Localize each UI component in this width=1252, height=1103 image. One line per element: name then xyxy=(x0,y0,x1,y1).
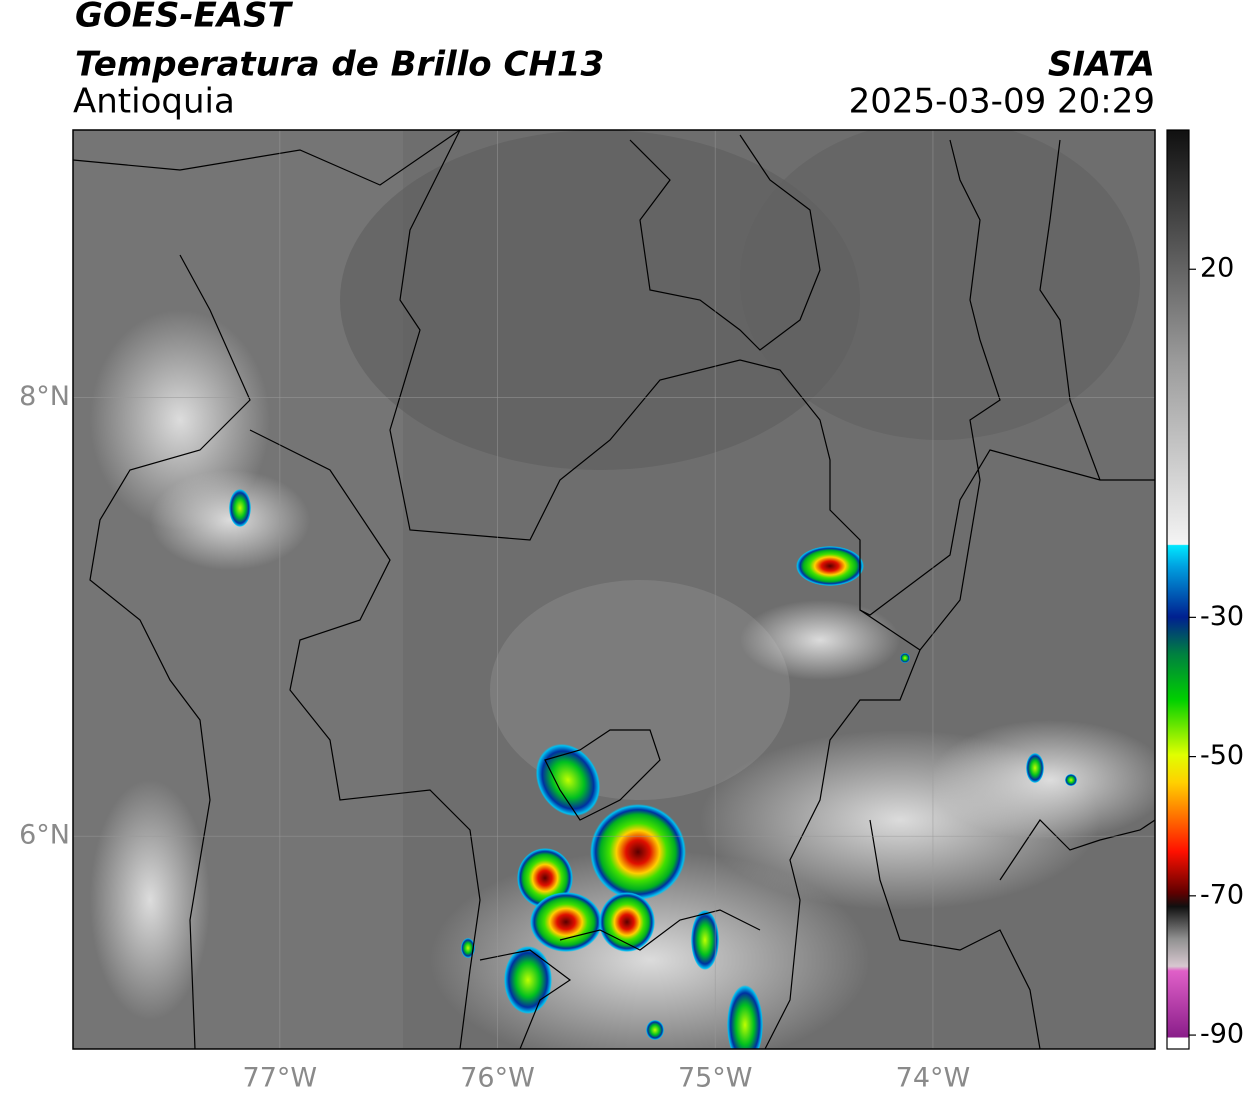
colorbar-tick-label: -90 xyxy=(1200,1019,1244,1050)
map-frame xyxy=(72,129,1156,1050)
subtitle: Temperatura de Brillo CH13 xyxy=(75,45,604,85)
map-image xyxy=(73,130,1155,1049)
lon-tick-label: 75°W xyxy=(678,1063,753,1094)
colorbar-tick-label: 20 xyxy=(1200,253,1234,284)
source: SIATA xyxy=(1048,45,1155,85)
colorbar xyxy=(1166,129,1190,1050)
colorbar-tick-label: -70 xyxy=(1200,879,1244,910)
lat-tick-label: 8°N xyxy=(19,381,70,412)
colorbar-tick-label: -30 xyxy=(1200,601,1244,632)
lon-tick-label: 74°W xyxy=(896,1063,971,1094)
title: GOES-EAST xyxy=(75,0,294,36)
region: Antioquia xyxy=(73,82,235,122)
lon-tick-label: 77°W xyxy=(243,1063,318,1094)
timestamp: 2025-03-09 20:29 xyxy=(849,82,1155,122)
lat-tick-label: 6°N xyxy=(19,820,70,851)
graticule xyxy=(73,130,1155,1049)
colorbar-tick-label: -50 xyxy=(1200,740,1244,771)
lon-tick-label: 76°W xyxy=(460,1063,535,1094)
